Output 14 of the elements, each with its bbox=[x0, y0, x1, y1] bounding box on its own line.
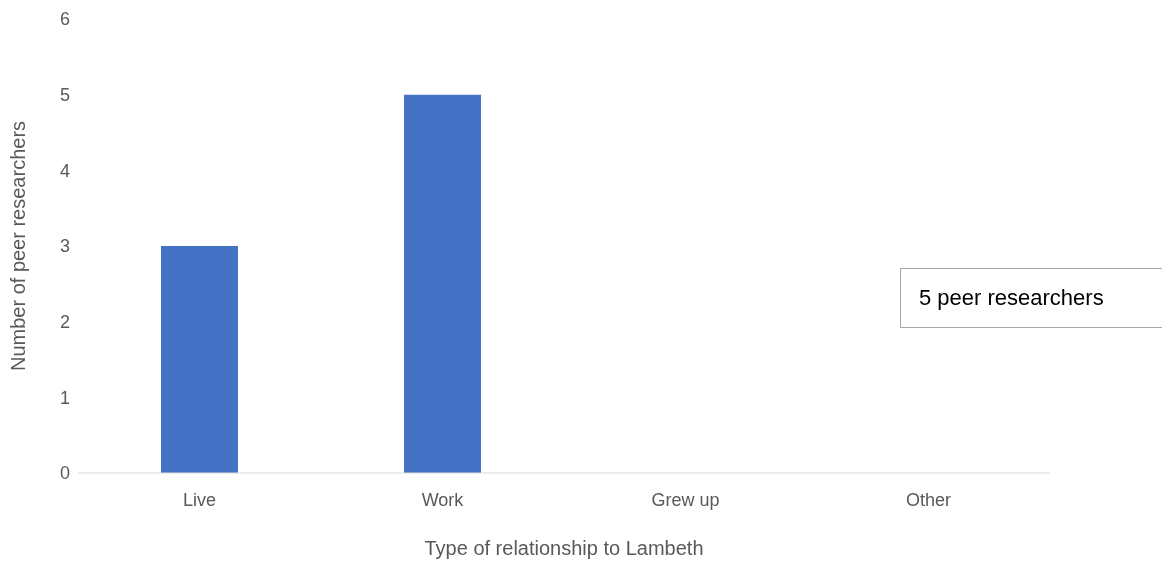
y-axis-title: Number of peer researchers bbox=[7, 120, 30, 372]
x-tick-label: Live bbox=[182, 489, 217, 510]
y-tick-label: 0 bbox=[59, 463, 70, 484]
annotation: 5 peer researchers bbox=[919, 285, 1104, 311]
y-tick-label: 1 bbox=[59, 387, 70, 408]
x-tick-label: Work bbox=[421, 489, 465, 510]
x-tick-label: Other bbox=[905, 489, 952, 510]
x-axis-title: Type of relationship to Lambeth bbox=[424, 537, 704, 559]
y-tick-label: 5 bbox=[59, 85, 70, 106]
y-tick-label: 6 bbox=[59, 9, 70, 30]
x-tick-label: Grew up bbox=[651, 489, 720, 510]
y-tick-label: 3 bbox=[59, 236, 70, 257]
y-tick-label: 2 bbox=[59, 312, 70, 333]
y-tick-label: 4 bbox=[59, 160, 70, 181]
